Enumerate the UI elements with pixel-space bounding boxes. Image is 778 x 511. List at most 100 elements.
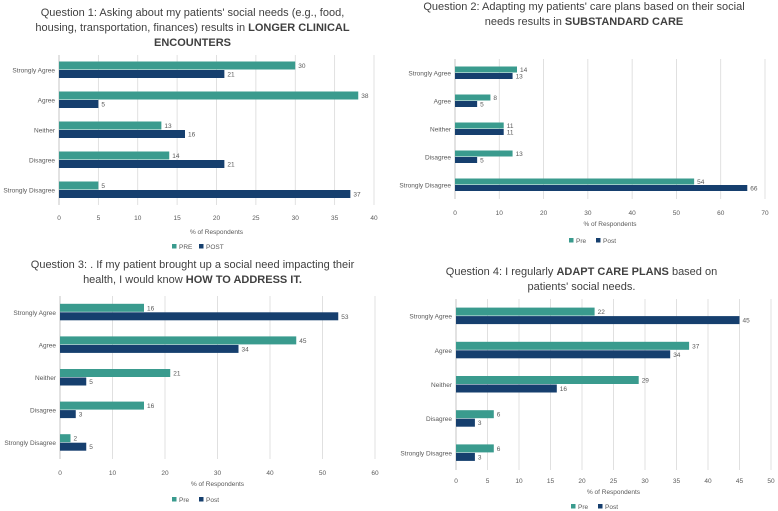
category-label: Strongly Agree (408, 71, 451, 78)
bar-pre (60, 336, 297, 345)
tick-label: 0 (57, 215, 61, 222)
data-label: 22 (598, 309, 606, 316)
bar-pre (60, 401, 144, 410)
legend-swatch (172, 244, 177, 249)
data-label: 5 (89, 444, 93, 451)
chart-svg: Strongly Agree1653Agree4534Neither215Dis… (4, 296, 379, 504)
tick-label: 30 (214, 470, 222, 477)
bar-post (456, 350, 671, 359)
category-label: Agree (435, 348, 453, 355)
bar-pre (59, 151, 170, 160)
bar-post (60, 410, 76, 419)
data-label: 13 (516, 73, 524, 80)
bar-post (59, 70, 225, 78)
category-label: Neither (34, 128, 56, 135)
data-label: 5 (89, 379, 93, 386)
category-label: Strongly Disagree (399, 183, 451, 190)
data-label: 16 (147, 403, 155, 410)
legend-swatch (199, 497, 204, 502)
chart-svg: Strongly Agree 30 21 Agree 38 5 Neither 13 16 Dis… (3, 55, 378, 251)
tick-label: 15 (174, 215, 182, 222)
tick-label: 30 (584, 210, 592, 217)
x-axis-label: % of Respondents (191, 481, 245, 488)
bar-post (60, 377, 87, 386)
data-label: 45 (743, 318, 751, 325)
bar-pre (59, 91, 359, 100)
bar-post (455, 101, 478, 107)
tick-label: 50 (767, 478, 775, 485)
bar-pre (455, 122, 504, 129)
data-label: 29 (642, 377, 650, 384)
legend-label: Post (206, 497, 219, 504)
data-label: 21 (173, 370, 181, 377)
tick-label: 35 (331, 215, 339, 222)
chart-q1: Question 1: Asking about my patients' so… (0, 0, 389, 256)
tick-label: 0 (453, 210, 457, 217)
category-label: Disagree (425, 155, 451, 162)
tick-label: 10 (134, 215, 142, 222)
legend-swatch (598, 504, 603, 509)
category-label: Agree (38, 98, 56, 105)
bar-post (455, 129, 504, 135)
tick-label: 40 (629, 210, 637, 217)
tick-label: 25 (252, 215, 260, 222)
tick-label: 45 (736, 478, 744, 485)
tick-label: 20 (161, 470, 169, 477)
tick-label: 40 (266, 470, 274, 477)
data-label: 11 (507, 129, 514, 136)
legend-label: Post (605, 504, 618, 511)
x-axis-label: % of Respondents (190, 229, 244, 236)
category-label: Neither (431, 382, 453, 389)
tick-label: 20 (213, 215, 221, 222)
bar-pre (456, 376, 639, 384)
bar-post (456, 316, 740, 325)
x-axis-label: % of Respondents (587, 489, 641, 496)
legend-label: Pre (576, 238, 587, 245)
category-label: Strongly Disagree (3, 188, 55, 195)
bar-post (455, 185, 748, 191)
bar-post (60, 312, 339, 321)
bar-pre (59, 121, 162, 130)
bar-post (60, 442, 87, 451)
bar-post (456, 452, 475, 461)
data-label: 14 (172, 153, 180, 160)
tick-label: 20 (578, 478, 586, 485)
chart-svg: Strongly Agree1413Agree85Neither1111Disa… (399, 59, 769, 245)
chart-title: Question 3: . If my patient brought up a… (30, 259, 355, 286)
tick-label: 50 (319, 470, 327, 477)
tick-label: 10 (496, 210, 504, 217)
legend-label: Pre (179, 497, 190, 504)
category-label: Disagree (29, 158, 55, 165)
bar-pre (59, 181, 99, 190)
category-label: Strongly Agree (409, 314, 452, 321)
bar-pre (455, 178, 695, 185)
tick-label: 20 (540, 210, 548, 217)
data-label: 5 (101, 101, 105, 108)
bar-post (455, 157, 478, 163)
tick-label: 70 (761, 210, 769, 217)
data-label: 5 (480, 101, 484, 108)
data-label: 11 (507, 123, 514, 130)
bar-pre (59, 61, 296, 70)
category-label: Neither (430, 127, 452, 134)
legend-label: Pre (578, 504, 589, 511)
data-label: 5 (480, 157, 484, 164)
chart-q3: Question 3: . If my patient brought up a… (0, 256, 389, 511)
bar-post (456, 418, 475, 427)
bar-pre (455, 94, 491, 101)
data-label: 13 (164, 123, 172, 130)
chart-q4: Question 4: I regularly ADAPT CARE PLANS… (389, 256, 778, 511)
bar-post (456, 384, 557, 393)
data-label: 3 (478, 420, 482, 427)
legend-swatch (569, 238, 574, 243)
tick-label: 0 (58, 470, 62, 477)
category-label: Strongly Agree (12, 68, 55, 75)
legend-swatch (596, 238, 601, 243)
data-label: 3 (79, 412, 83, 419)
data-label: 14 (520, 67, 528, 74)
data-label: 3 (478, 454, 482, 461)
category-label: Strongly Disagree (4, 440, 56, 447)
tick-label: 5 (486, 478, 490, 485)
data-label: 2 (74, 436, 78, 443)
data-label: 34 (242, 346, 250, 353)
